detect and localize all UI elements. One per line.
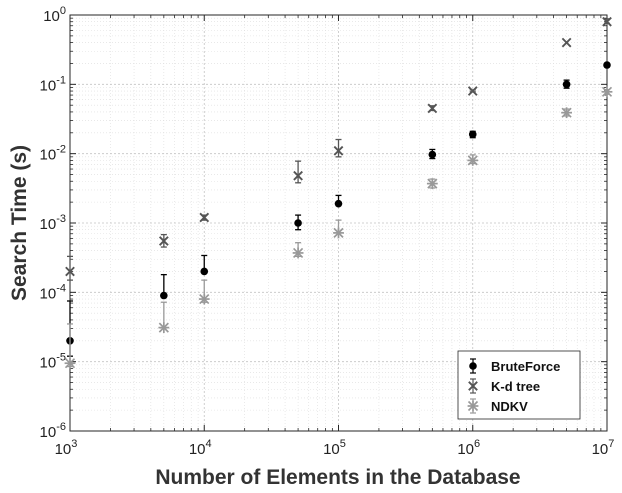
legend-label: K-d tree bbox=[491, 379, 540, 394]
x-axis-title: Number of Elements in the Database bbox=[155, 466, 520, 489]
data-point bbox=[468, 130, 477, 139]
data-point bbox=[158, 322, 170, 333]
y-axis-title: Search Time (s) bbox=[8, 145, 31, 301]
data-point bbox=[467, 154, 479, 166]
data-point bbox=[333, 145, 344, 156]
data-point bbox=[333, 227, 344, 239]
legend-marker bbox=[469, 362, 477, 370]
y-tick-label: 10-3 bbox=[40, 213, 66, 233]
x-tick-label: 105 bbox=[323, 438, 346, 458]
legend-items: BruteForce K-d tree NDKV bbox=[467, 358, 560, 414]
data-point bbox=[602, 16, 612, 27]
y-tick-label: 10-2 bbox=[40, 144, 66, 164]
legend-item: K-d tree bbox=[468, 378, 540, 394]
data-point bbox=[292, 247, 304, 259]
series-ndkv bbox=[64, 86, 613, 369]
data-point bbox=[293, 170, 303, 181]
data-point bbox=[427, 103, 438, 114]
x-tick-label: 107 bbox=[592, 438, 615, 458]
data-point bbox=[158, 236, 169, 246]
data-point bbox=[601, 86, 613, 98]
y-tick-label: 10-4 bbox=[40, 282, 66, 302]
y-tick-label: 10-1 bbox=[40, 74, 66, 94]
data-point bbox=[294, 219, 302, 227]
data-point bbox=[198, 293, 210, 305]
data-point bbox=[334, 199, 343, 208]
data-point bbox=[428, 150, 437, 159]
legend: BruteForce K-d tree NDKV bbox=[457, 350, 581, 420]
data-point bbox=[64, 357, 76, 369]
y-tick-label: 100 bbox=[43, 5, 66, 25]
data-point bbox=[65, 266, 75, 277]
x-tick-label: 106 bbox=[457, 438, 480, 458]
data-point bbox=[562, 80, 571, 89]
data-point bbox=[199, 212, 210, 223]
data-point bbox=[467, 86, 478, 96]
y-tick-label: 10-5 bbox=[40, 352, 66, 372]
y-tick-labels: 10-6 10-5 10-4 10-3 10-2 10-1 100 bbox=[40, 5, 66, 441]
x-tick-labels: 103 104 105 106 107 bbox=[55, 438, 615, 458]
data-point bbox=[200, 267, 209, 276]
series-layer bbox=[64, 16, 613, 369]
data-point bbox=[426, 178, 438, 190]
legend-marker bbox=[468, 381, 478, 391]
series-k-d-tree bbox=[65, 16, 612, 281]
data-point bbox=[160, 291, 168, 300]
data-point bbox=[561, 107, 572, 119]
y-tick-label: 10-6 bbox=[40, 421, 66, 441]
data-point bbox=[561, 37, 572, 48]
legend-label: NDKV bbox=[491, 399, 528, 414]
legend-marker bbox=[467, 400, 479, 412]
data-point bbox=[603, 61, 611, 69]
legend-item: BruteForce bbox=[469, 358, 560, 374]
x-tick-label: 104 bbox=[189, 438, 212, 458]
x-tick-label: 103 bbox=[55, 438, 78, 458]
legend-label: BruteForce bbox=[491, 359, 560, 374]
legend-item: NDKV bbox=[467, 398, 528, 414]
legend-box bbox=[457, 350, 581, 420]
